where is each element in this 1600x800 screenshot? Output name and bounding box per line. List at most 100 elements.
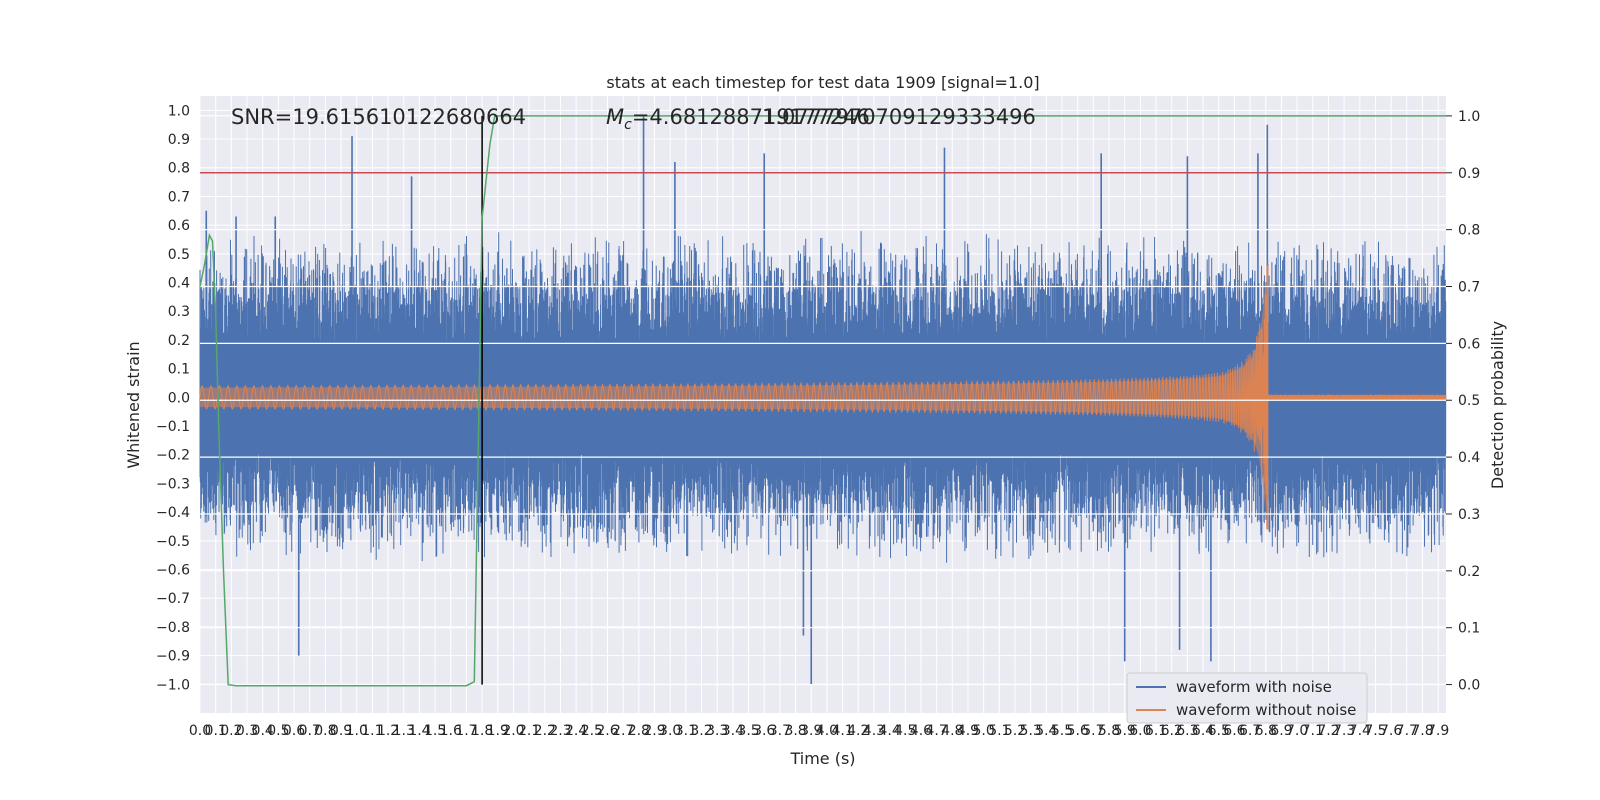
y-tick-label: −0.7: [156, 591, 190, 607]
x-tick-label: 1.1: [361, 723, 383, 739]
x-tick-label: 2.9: [643, 723, 665, 739]
y-axis-label: Whitened strain: [124, 341, 143, 468]
x-tick-label: 0.5: [267, 723, 289, 739]
x-tick-label: 2.5: [581, 723, 603, 739]
y2-tick-label: 0.0: [1458, 678, 1480, 694]
y-tick-label: −0.2: [156, 448, 190, 464]
x-tick-label: 4.9: [957, 723, 979, 739]
x-tick-label: 5.9: [1114, 723, 1136, 739]
x-tick-label: 6.6: [1223, 723, 1245, 739]
x-tick-label: 5.6: [1067, 723, 1089, 739]
x-tick-label: 1.2: [377, 723, 399, 739]
y-tick-label: −0.8: [156, 620, 190, 636]
x-tick-label: 2.1: [518, 723, 540, 739]
x-tick-label: 3.2: [690, 723, 712, 739]
x-tick-label: 7.0: [1286, 723, 1308, 739]
x-tick-label: 6.0: [1129, 723, 1151, 739]
x-tick-label: 5.3: [1020, 723, 1042, 739]
x-tick-label: 4.6: [910, 723, 932, 739]
y-tick-label: 0.0: [168, 390, 190, 406]
x-tick-label: 4.5: [894, 723, 916, 739]
x-tick-label: 4.3: [863, 723, 885, 739]
y-tick-label: 0.5: [168, 247, 190, 263]
x-tick-label: 7.8: [1411, 723, 1433, 739]
x-tick-label: 3.8: [784, 723, 806, 739]
y-tick-label: 0.8: [168, 161, 190, 177]
overlay-lines: [199, 115, 1446, 687]
x-tick-label: 0.2: [220, 723, 242, 739]
y-tick-label: 0.9: [168, 132, 190, 148]
y2-tick-label: 0.8: [1458, 223, 1480, 239]
x-tick-label: 0.0: [189, 723, 211, 739]
x-tick-label: 5.5: [1051, 723, 1073, 739]
mc-symbol: M: [606, 105, 624, 129]
x-tick-label: 6.3: [1176, 723, 1198, 739]
y-tick-label: −0.6: [156, 563, 190, 579]
y-tick-label: 0.7: [168, 189, 190, 205]
snr-annotation: SNR=19.615610122680664: [231, 105, 526, 129]
y-tick-label: −0.9: [156, 649, 190, 665]
y2-tick-label: 0.1: [1458, 621, 1480, 637]
x-tick-label: 6.2: [1161, 723, 1183, 739]
y-tick-label: 0.2: [168, 333, 190, 349]
x-tick-label: 2.4: [565, 723, 587, 739]
x-tick-label: 4.1: [831, 723, 853, 739]
x-tick-label: 3.0: [659, 723, 681, 739]
mc-annotation: Mc=4.681288719177246: [606, 105, 870, 133]
detection-probability-line: [199, 115, 1446, 687]
x-tick-label: 3.1: [675, 723, 697, 739]
x-tick-label: 5.7: [1082, 723, 1104, 739]
x-tick-label: 0.7: [299, 723, 321, 739]
x-tick-label: 4.2: [847, 723, 869, 739]
y-tick-label: 0.4: [168, 276, 190, 292]
y2-tick-label: 0.2: [1458, 564, 1480, 580]
y-axis-ticks: 1.0 0.9 0.8 0.7 0.6 0.5 0.4 0.3 0.2 0.1 0.0 −0.1 −0.…: [156, 103, 190, 693]
y-tick-label: −1.0: [156, 677, 190, 693]
y-tick-label: −0.3: [156, 476, 190, 492]
x-tick-label: 1.7: [455, 723, 477, 739]
x-axis-ticks: 0.00.10.20.30.40.50.60.70.80.91.01.11.21…: [189, 723, 1449, 739]
y2-tick-label: 1.0: [1458, 109, 1480, 125]
x-tick-label: 2.6: [596, 723, 618, 739]
x-tick-label: 5.4: [1035, 723, 1057, 739]
x-tick-label: 2.2: [534, 723, 556, 739]
waveform-without-noise-series: [199, 265, 1447, 530]
x-tick-label: 6.1: [1145, 723, 1167, 739]
x-tick-label: 4.7: [925, 723, 947, 739]
x-tick-label: 7.2: [1317, 723, 1339, 739]
x-tick-label: 6.8: [1255, 723, 1277, 739]
signal-envelope: [200, 285, 1446, 510]
y2-tick-label: 0.4: [1458, 450, 1480, 466]
y2-axis-label: Detection probability: [1488, 321, 1507, 489]
y2-tick-label: 0.9: [1458, 166, 1480, 182]
y-tick-label: 0.1: [168, 362, 190, 378]
y2-tick-label: 0.7: [1458, 280, 1480, 296]
x-tick-label: 5.0: [973, 723, 995, 739]
x-tick-label: 0.1: [205, 723, 227, 739]
x-tick-label: 7.1: [1302, 723, 1324, 739]
x-tick-label: 4.8: [941, 723, 963, 739]
x-tick-label: 0.4: [252, 723, 274, 739]
legend-label-noise: waveform with noise: [1176, 678, 1332, 696]
x-tick-label: 1.0: [346, 723, 368, 739]
x-tick-label: 2.7: [612, 723, 634, 739]
y-tick-label: −0.5: [156, 534, 190, 550]
legend-box: [1126, 672, 1368, 724]
y2-tick-label: 0.5: [1458, 393, 1480, 409]
y-tick-label: 1.0: [168, 103, 190, 119]
y2-tick-label: 0.3: [1458, 507, 1480, 523]
x-tick-label: 4.4: [878, 723, 900, 739]
legend-label-no-noise: waveform without noise: [1176, 701, 1356, 719]
y-tick-label: −0.4: [156, 505, 190, 521]
x-tick-label: 0.6: [283, 723, 305, 739]
x-tick-label: 3.4: [722, 723, 744, 739]
y-tick-label: 0.6: [168, 218, 190, 234]
x-tick-label: 0.8: [314, 723, 336, 739]
x-tick-label: 3.5: [737, 723, 759, 739]
mc-value: =4.681288719177246: [632, 105, 870, 129]
x-tick-label: 7.6: [1380, 723, 1402, 739]
x-tick-label: 2.3: [549, 723, 571, 739]
x-tick-label: 3.6: [753, 723, 775, 739]
y2-axis-ticks: 1.0 0.9 0.8 0.7 0.6 0.5 0.4 0.3 0.2 0.1 0.0: [1446, 109, 1480, 694]
